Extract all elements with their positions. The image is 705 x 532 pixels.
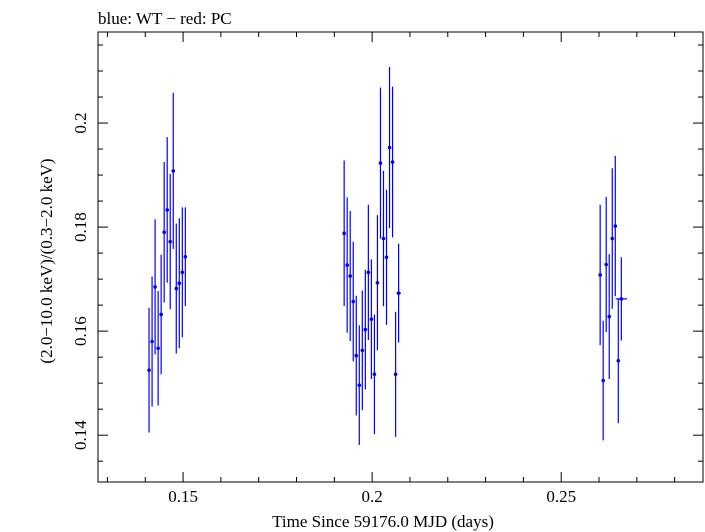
point-marker: [348, 274, 353, 278]
point-marker: [357, 383, 362, 388]
data-point: [168, 174, 173, 310]
data-point: [342, 160, 346, 307]
data-point: [159, 254, 163, 375]
data-point: [183, 207, 188, 307]
point-marker: [616, 358, 621, 363]
y-tick-label: 0.18: [71, 212, 90, 242]
data-point: [387, 66, 392, 229]
y-tick-label: 0.16: [71, 316, 90, 346]
data-point: [165, 137, 169, 283]
point-marker: [387, 145, 392, 150]
data-point: [153, 219, 157, 355]
point-marker: [162, 230, 166, 235]
data-point: [150, 276, 154, 407]
data-point: [366, 204, 371, 340]
y-axis: 0.14 0.16 0.18 0.2: [71, 44, 703, 462]
data-point: [180, 207, 185, 338]
data-point: [369, 259, 374, 379]
point-marker: [613, 224, 618, 228]
point-marker: [360, 348, 365, 353]
point-marker: [601, 378, 605, 383]
data-point: [393, 311, 398, 437]
point-marker: [607, 314, 612, 319]
point-marker: [372, 372, 377, 377]
data-point: [147, 307, 151, 433]
x-axis-label: Time Since 59176.0 MJD (days): [272, 512, 494, 531]
point-marker: [180, 270, 185, 275]
point-marker: [153, 285, 157, 289]
data-point: [601, 320, 605, 441]
x-tick-label: 0.25: [546, 487, 576, 506]
point-marker: [604, 262, 608, 267]
y-tick-label: 0.14: [71, 420, 90, 450]
point-marker: [342, 231, 346, 236]
point-marker: [159, 312, 163, 317]
point-marker: [610, 236, 615, 241]
data-point: [381, 170, 386, 307]
point-marker: [156, 346, 160, 351]
x-axis: 0.15 0.2 0.25: [106, 32, 676, 506]
data-point: [174, 223, 179, 354]
data-point: [348, 210, 353, 342]
data-point: [396, 243, 401, 343]
y-tick-label: 0.2: [71, 112, 90, 133]
point-marker: [345, 263, 349, 267]
point-marker: [396, 291, 401, 295]
point-marker: [354, 353, 359, 358]
point-marker: [165, 208, 169, 212]
x-tick-label: 0.15: [168, 487, 198, 506]
point-marker: [378, 161, 383, 165]
point-marker: [393, 372, 398, 377]
data-point: [390, 86, 395, 238]
data-point: [354, 295, 359, 416]
x-tick-label: 0.2: [362, 487, 383, 506]
point-marker: [168, 239, 173, 244]
chart-title: blue: WT − red: PC: [98, 9, 232, 28]
point-marker: [171, 169, 176, 173]
point-marker: [147, 368, 151, 372]
data-point: [156, 291, 160, 406]
data-point: [375, 215, 380, 351]
point-marker: [381, 236, 386, 241]
point-marker: [183, 254, 188, 259]
point-marker: [351, 299, 356, 304]
data-point: [357, 325, 362, 446]
point-marker: [384, 255, 389, 260]
data-point: [351, 241, 356, 362]
point-marker: [150, 339, 154, 344]
data-point: [610, 168, 615, 309]
data-point: [363, 269, 368, 390]
data-point: [345, 197, 349, 333]
point-marker: [363, 327, 368, 332]
point-marker: [369, 317, 374, 321]
data-point: [384, 189, 389, 325]
data-point: [607, 254, 612, 379]
point-marker: [366, 270, 371, 275]
data-point: [372, 314, 377, 435]
data-point: [613, 155, 618, 297]
point-marker: [375, 280, 380, 285]
data-point: [360, 290, 365, 411]
data-point: [616, 298, 621, 424]
point-marker: [177, 281, 182, 286]
point-marker: [390, 160, 395, 164]
data-point: [604, 196, 608, 333]
data-point: [615, 257, 627, 341]
y-axis-label: (2.0−10.0 keV)/(0.3−2.0 keV): [37, 158, 56, 363]
data-point: [171, 92, 176, 249]
data-point: [598, 204, 602, 346]
data-point: [177, 218, 182, 349]
point-marker: [598, 273, 602, 277]
data-point: [378, 87, 383, 239]
point-marker: [619, 297, 624, 301]
data-points: [147, 66, 627, 446]
point-marker: [174, 286, 179, 291]
plot-frame: [97, 31, 704, 483]
data-point: [162, 162, 166, 303]
